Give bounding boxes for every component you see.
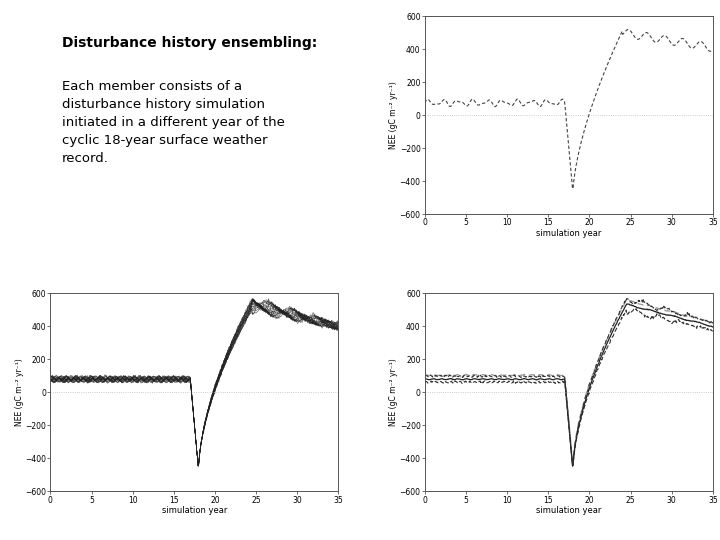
Y-axis label: NEE (gC m⁻² yr⁻¹): NEE (gC m⁻² yr⁻¹) bbox=[390, 82, 398, 149]
X-axis label: simulation year: simulation year bbox=[536, 506, 601, 515]
Y-axis label: NEE (gC m⁻² yr⁻¹): NEE (gC m⁻² yr⁻¹) bbox=[15, 359, 24, 426]
X-axis label: simulation year: simulation year bbox=[536, 229, 601, 238]
Text: Each member consists of a
disturbance history simulation
initiated in a differen: Each member consists of a disturbance hi… bbox=[62, 79, 285, 165]
Y-axis label: NEE (gC m⁻² yr⁻¹): NEE (gC m⁻² yr⁻¹) bbox=[390, 359, 398, 426]
Text: Disturbance history ensembling:: Disturbance history ensembling: bbox=[62, 36, 318, 50]
X-axis label: simulation year: simulation year bbox=[162, 506, 227, 515]
